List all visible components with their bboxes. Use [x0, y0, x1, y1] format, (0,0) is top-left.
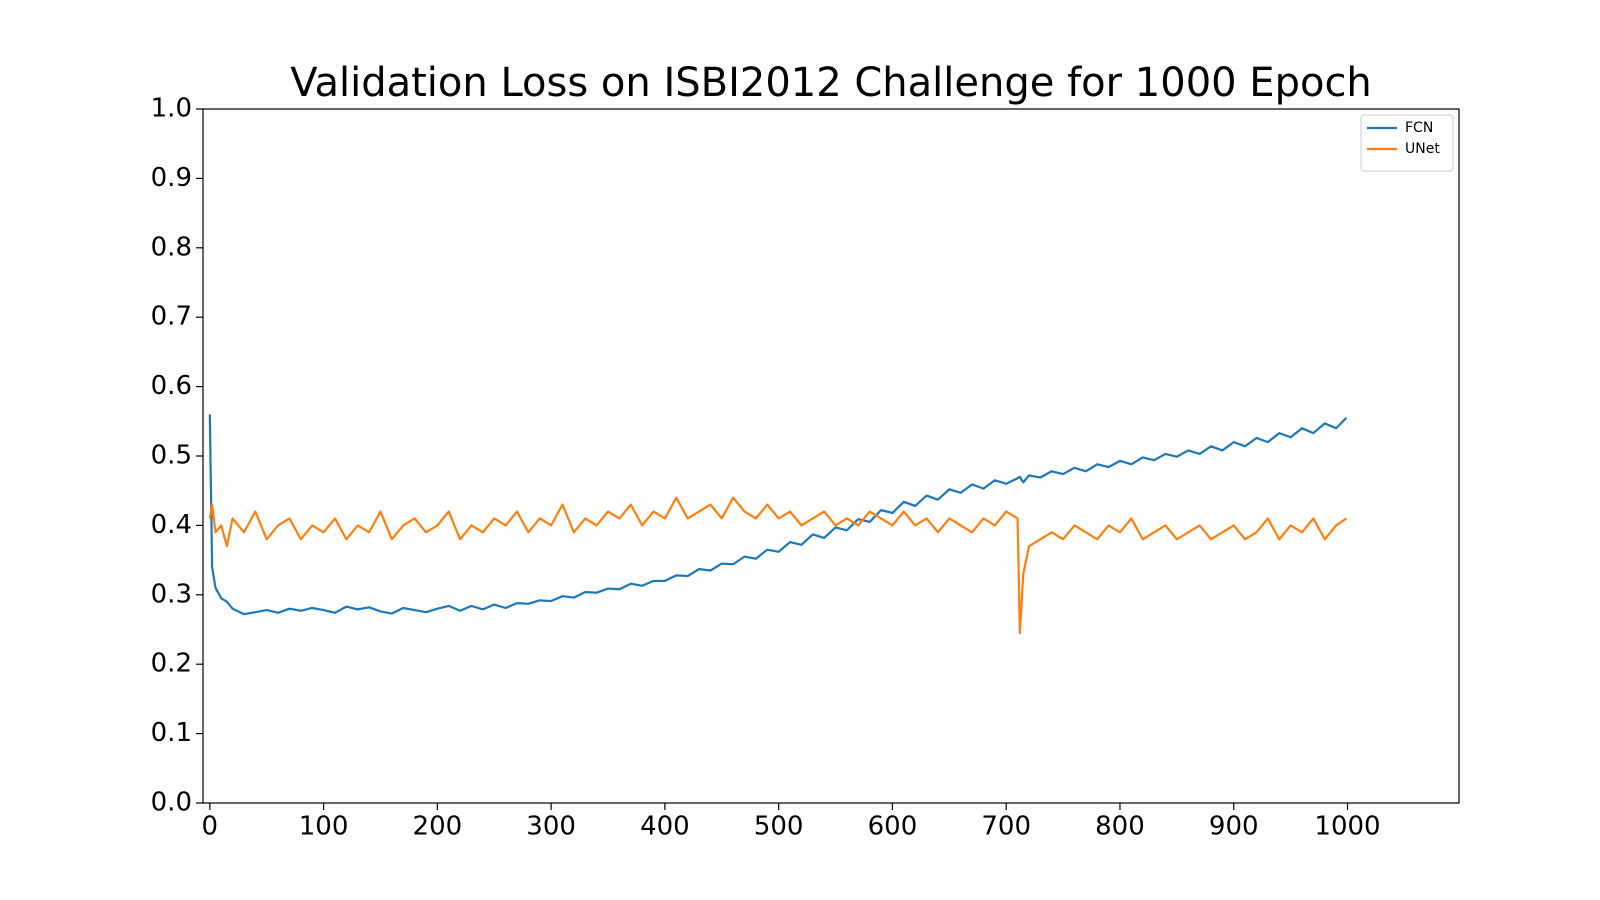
x-tick-label: 100	[299, 812, 349, 842]
x-tick-label: 0	[202, 812, 219, 842]
y-tick-label: 0.2	[151, 649, 192, 679]
x-tick-label: 300	[526, 812, 576, 842]
legend-label: FCN	[1405, 120, 1433, 136]
x-tick-label: 700	[981, 812, 1031, 842]
x-tick-label: 500	[754, 812, 804, 842]
series-line	[208, 414, 1348, 616]
legend-label: UNet	[1405, 141, 1440, 157]
x-tick-label: 600	[868, 812, 918, 842]
y-tick-label: 0.1	[151, 718, 192, 748]
y-tick-label: 1.0	[151, 94, 192, 124]
chart-title: Validation Loss on ISBI2012 Challenge fo…	[290, 60, 1372, 106]
x-tick-label: 900	[1209, 812, 1259, 842]
y-tick-label: 0.8	[151, 232, 192, 262]
y-tick-label: 0.4	[151, 510, 192, 540]
y-tick-label: 0.6	[151, 371, 192, 401]
x-tick-label: 800	[1095, 812, 1145, 842]
plot-frame	[202, 108, 1460, 804]
legend: FCN UNet	[1360, 114, 1454, 172]
y-tick-label: 0.0	[151, 788, 192, 818]
x-tick-label: 1000	[1314, 812, 1380, 842]
y-tick-label: 0.5	[151, 441, 192, 471]
y-tick-label: 0.9	[151, 163, 192, 193]
x-tick-label: 200	[413, 812, 463, 842]
y-tick-label: 0.3	[151, 579, 192, 609]
series-line	[208, 496, 1347, 635]
y-tick-label: 0.7	[151, 302, 192, 332]
x-tick-label: 400	[640, 812, 690, 842]
